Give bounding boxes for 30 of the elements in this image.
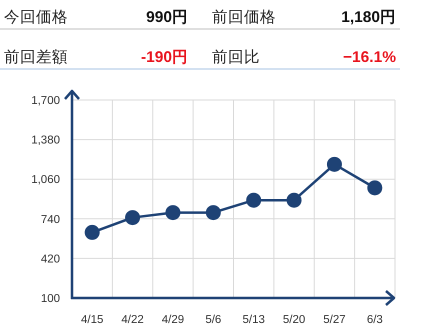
- text: 990円: [146, 9, 188, 26]
- text: −16.1%: [342, 49, 396, 66]
- text: -190円: [140, 49, 188, 66]
- x-tick-label: 6/3: [366, 314, 383, 326]
- x-tick-label: 5/20: [282, 314, 306, 326]
- y-tick-label: 420: [40, 253, 60, 266]
- x-tick-label: 5/13: [242, 314, 265, 326]
- point: [206, 205, 221, 220]
- text: 1,180円: [341, 9, 396, 26]
- text: 前回価格: [212, 8, 276, 26]
- point: [326, 156, 342, 172]
- point: [367, 180, 382, 196]
- y-tick-label: 1,060: [31, 174, 60, 186]
- point: [246, 192, 262, 208]
- point: [165, 205, 180, 220]
- text: 前回比: [212, 48, 260, 66]
- point: [125, 210, 140, 226]
- y-tick-label: 1,380: [31, 134, 60, 147]
- x-tick-label: 4/29: [162, 314, 184, 326]
- text: 今回価格: [4, 9, 68, 26]
- x-tick-label: 4/22: [121, 314, 144, 326]
- point: [286, 192, 302, 208]
- x-tick-label: 5/27: [323, 314, 346, 326]
- x-tick-label: 4/15: [80, 314, 104, 326]
- point: [84, 224, 100, 240]
- y-tick-label: 100: [40, 293, 60, 305]
- x-tick-label: 5/6: [205, 314, 222, 326]
- y-tick-label: 1,700: [31, 95, 60, 107]
- text: 前回差額: [4, 48, 68, 66]
- y-tick-label: 740: [40, 214, 60, 226]
